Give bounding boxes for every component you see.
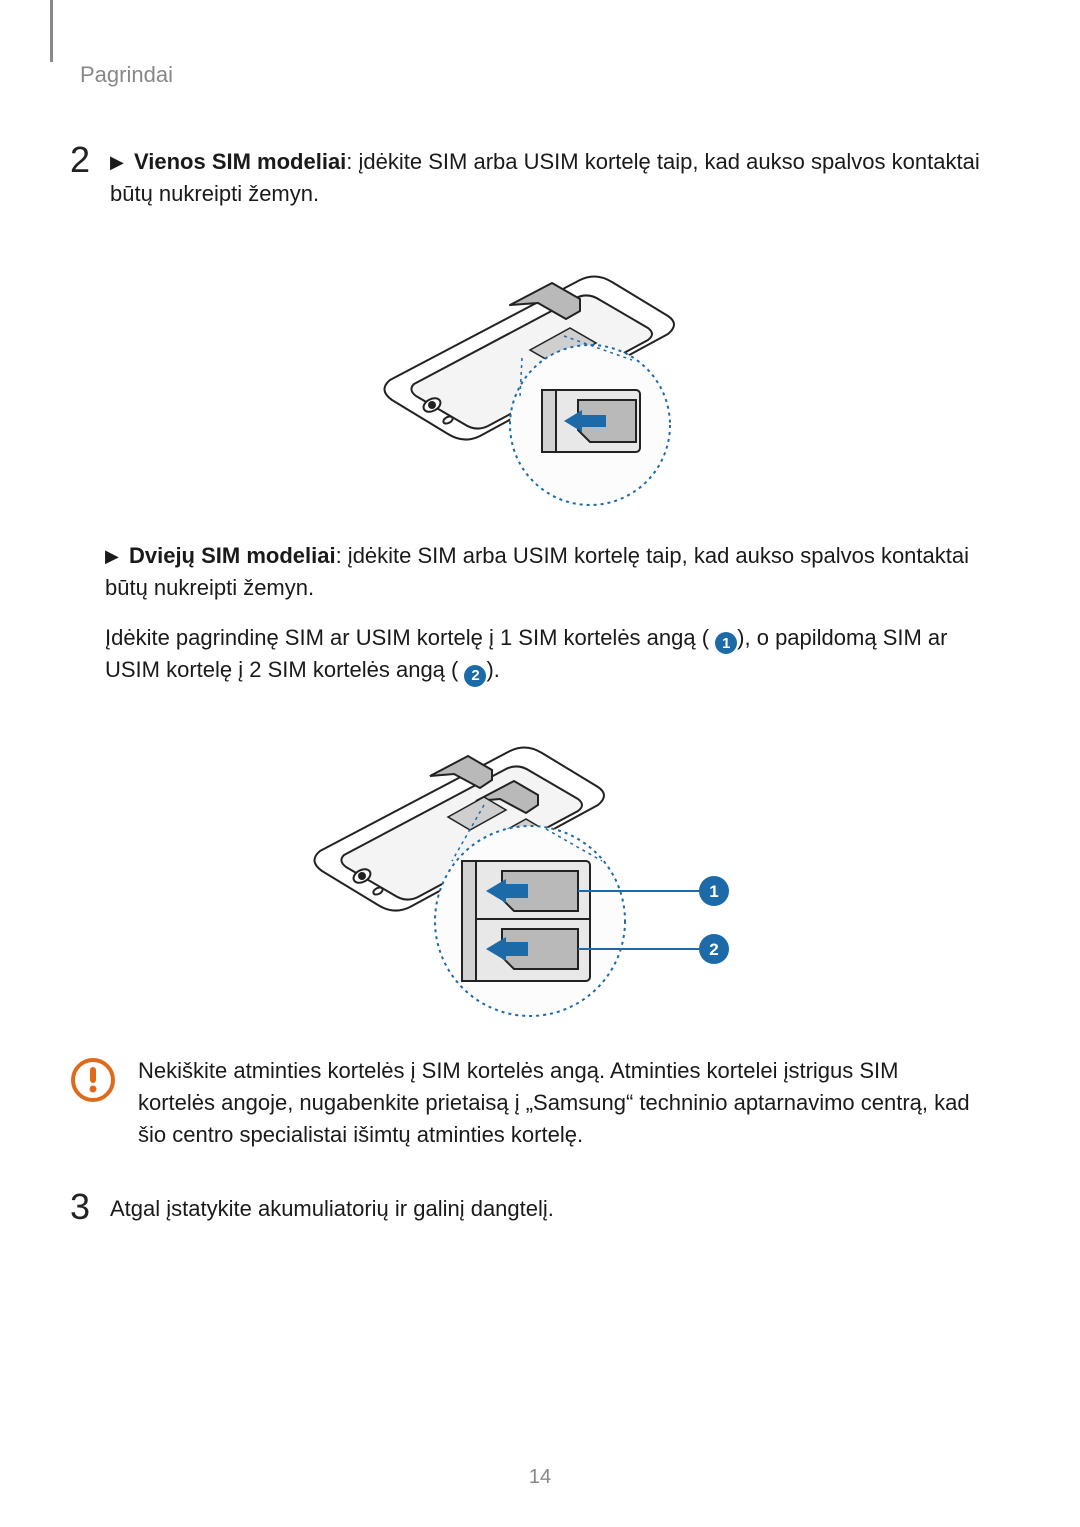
triangle-icon: ▶ [105, 543, 119, 569]
dual-sim-label: Dviejų SIM modeliai [129, 543, 336, 568]
step3-text: Atgal įstatykite akumuliatorių ir galinį… [110, 1193, 1010, 1225]
badge-1-inline: 1 [715, 632, 737, 654]
warning-icon [70, 1057, 116, 1108]
step-number-2: 2 [70, 142, 110, 178]
triangle-icon: ▶ [110, 149, 124, 175]
warning-text: Nekiškite atminties kortelės į SIM korte… [138, 1055, 980, 1151]
step-number-3: 3 [70, 1189, 110, 1225]
callout-badge-1: 1 [709, 882, 718, 901]
badge-2-inline: 2 [464, 665, 486, 687]
header-rule [50, 0, 53, 62]
slot-instruction: Įdėkite pagrindinę SIM ar USIM kortelę į… [105, 622, 980, 688]
figure-single-sim [50, 250, 1010, 510]
callout-badge-2: 2 [709, 940, 718, 959]
section-title: Pagrindai [80, 62, 1010, 88]
single-sim-label: Vienos SIM modeliai [134, 149, 346, 174]
slot-post: ). [486, 657, 499, 682]
slot-pre: Įdėkite pagrindinę SIM ar USIM kortelę į… [105, 625, 709, 650]
single-sim-text: ▶ Vienos SIM modeliai: įdėkite SIM arba … [110, 146, 1010, 210]
dual-sim-text: ▶ Dviejų SIM modeliai: įdėkite SIM arba … [105, 540, 980, 604]
figure-dual-sim: 1 2 [50, 721, 1010, 1021]
page-number: 14 [0, 1466, 1080, 1489]
